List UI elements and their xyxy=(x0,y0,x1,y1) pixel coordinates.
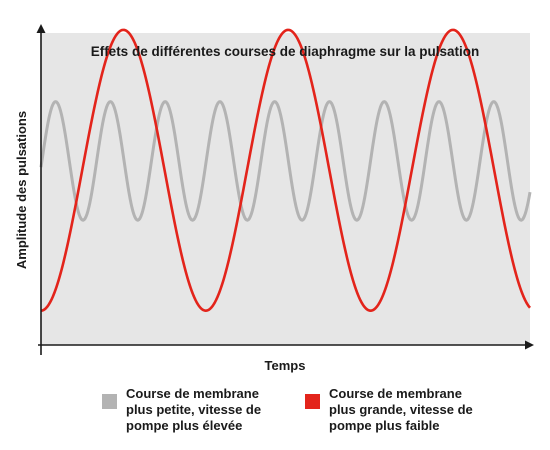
y-axis-arrowhead xyxy=(36,24,46,33)
legend-label-line: pompe plus faible xyxy=(329,418,440,433)
series-layer xyxy=(39,28,532,312)
chart-title: Effets de différentes courses de diaphra… xyxy=(91,44,480,59)
legend-label-line: plus petite, vitesse de xyxy=(126,402,262,417)
legend-label-line: pompe plus élevée xyxy=(126,418,243,433)
legend-item-large-stroke: Course de membrane plus grande, vitesse … xyxy=(305,386,489,434)
legend-swatch-gray xyxy=(102,394,117,409)
legend-label-line: Course de membrane xyxy=(329,386,462,401)
x-axis-label: Temps xyxy=(265,358,306,373)
legend-label: Course de membrane plus grande, vitesse … xyxy=(329,386,489,434)
series-line-0 xyxy=(39,100,532,222)
legend-label-line: Course de membrane xyxy=(126,386,259,401)
y-axis-label: Amplitude des pulsations xyxy=(14,111,29,269)
legend-swatch-red xyxy=(305,394,320,409)
legend-label-line: plus grande, vitesse de xyxy=(329,402,473,417)
series-line-1 xyxy=(40,28,531,312)
legend-item-small-stroke: Course de membrane plus petite, vitesse … xyxy=(102,386,286,434)
legend-label: Course de membrane plus petite, vitesse … xyxy=(126,386,286,434)
x-axis-arrowhead xyxy=(525,340,534,350)
plot-area-background xyxy=(41,33,530,345)
